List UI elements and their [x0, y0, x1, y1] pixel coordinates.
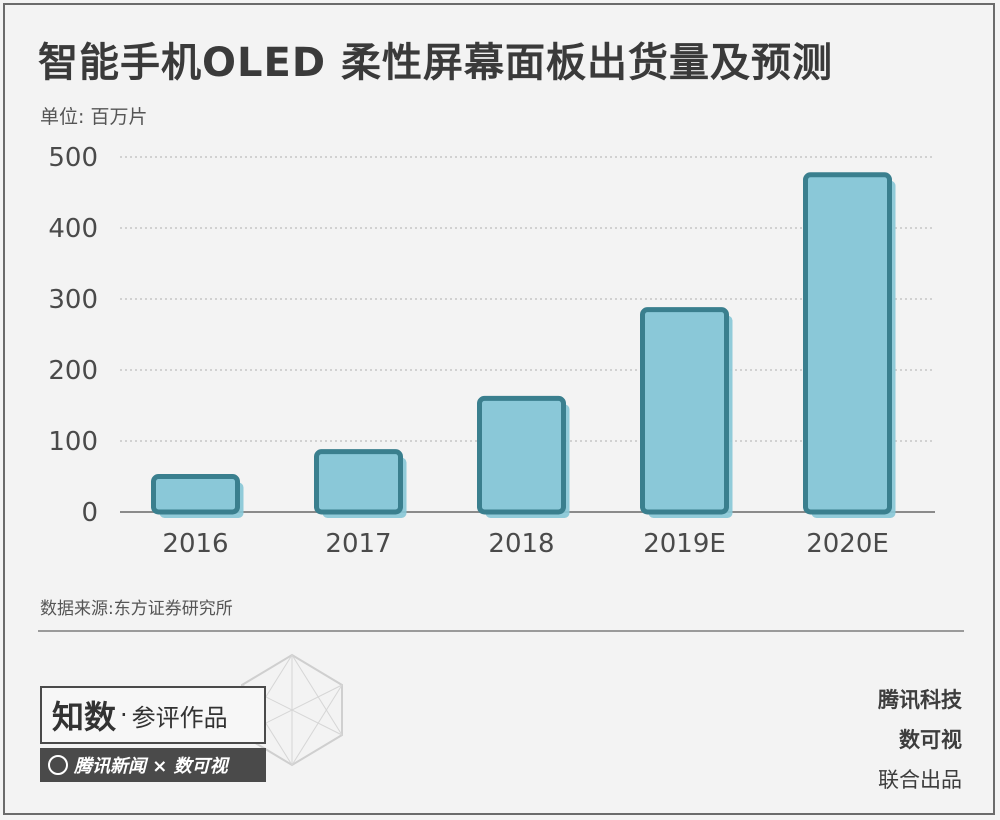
chart-frame: [3, 3, 995, 815]
x-tick-label: 2019E: [643, 529, 726, 559]
credit-line-1: 腾讯科技: [878, 688, 962, 712]
y-tick-label: 500: [48, 143, 98, 173]
bar-2017: [314, 449, 403, 515]
geometric-logo-icon: [241, 653, 343, 767]
badge-dot: ·: [120, 701, 128, 729]
badge-sub-text: 参评作品: [131, 703, 228, 732]
y-tick-label: 0: [81, 498, 98, 528]
tencent-news-icon: [48, 755, 68, 775]
chart-title: 智能手机OLED 柔性屏幕面板出货量及预测: [38, 40, 833, 86]
y-tick-label: 400: [48, 214, 98, 244]
y-tick-label: 100: [48, 427, 98, 457]
badge-main-text: 知数: [52, 698, 117, 736]
bar-chart: 0 100 200 300 400 500 2016 2017 2018 2019E 2020E: [48, 143, 935, 559]
badge-footer-bar: 腾讯新闻 × 数可视: [40, 748, 266, 782]
bar-2018: [477, 395, 566, 515]
bar-2019E: [640, 307, 729, 515]
credit-line-3: 联合出品: [878, 768, 962, 792]
credits: 腾讯科技 数可视 联合出品: [878, 680, 962, 800]
unit-label: 单位: 百万片: [40, 106, 148, 128]
x-tick-label: 2016: [162, 529, 228, 559]
badge-footer-text: 腾讯新闻 × 数可视: [74, 756, 228, 777]
divider: [38, 630, 964, 632]
x-tick-label: 2018: [488, 529, 554, 559]
x-tick-label: 2020E: [806, 529, 889, 559]
credit-line-2: 数可视: [899, 728, 962, 752]
bar-2016: [151, 474, 240, 515]
x-tick-label: 2017: [325, 529, 391, 559]
y-tick-label: 300: [48, 285, 98, 315]
award-badge: 知数 · 参评作品: [40, 686, 266, 744]
source-note: 数据来源:东方证券研究所: [40, 599, 233, 619]
bar-2020E: [803, 172, 892, 515]
y-tick-label: 200: [48, 356, 98, 386]
